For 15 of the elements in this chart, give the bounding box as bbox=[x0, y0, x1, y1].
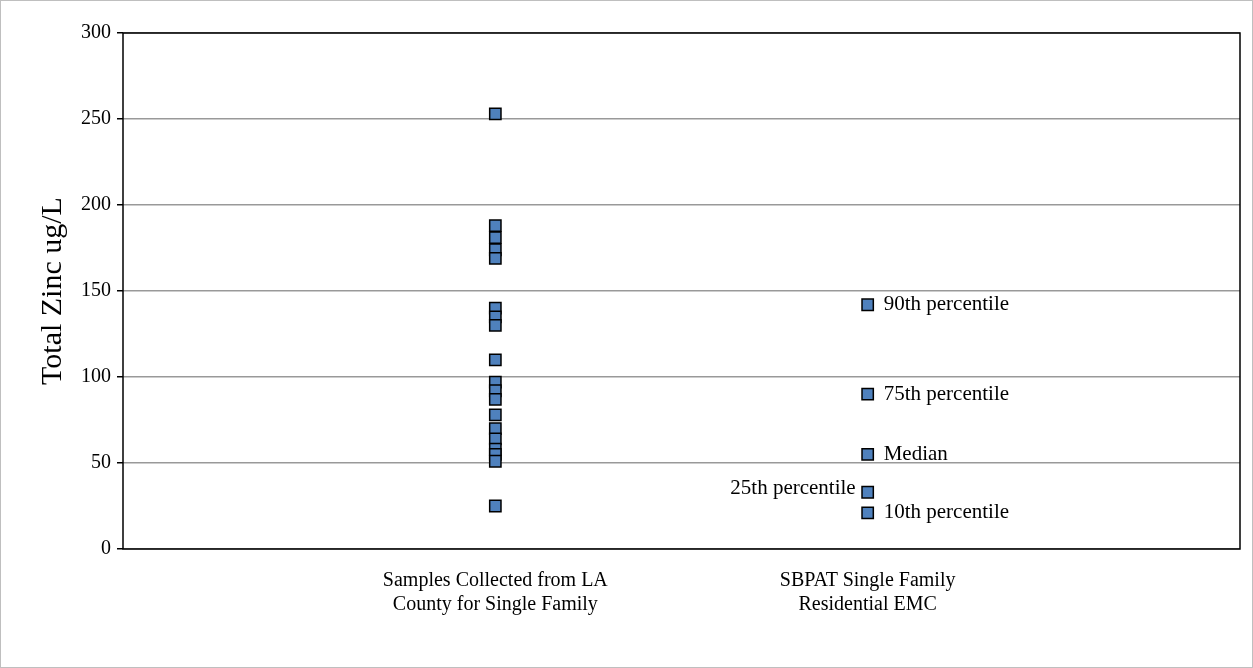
annotation: 75th percentile bbox=[883, 380, 1010, 405]
y-tick-label: 200 bbox=[81, 192, 111, 215]
x-tick-label: Samples Collected from LA County for Single Family bbox=[382, 568, 609, 616]
x-tick-label: SBPAT Single Family Residential EMC bbox=[779, 568, 956, 615]
y-tick-label: 100 bbox=[81, 364, 111, 387]
annotation: 25th percentile bbox=[730, 474, 856, 499]
annotation: 90th percentile bbox=[883, 291, 1010, 316]
y-axis-title: Total Zinc ug/L bbox=[33, 197, 67, 385]
y-tick-label: 0 bbox=[101, 536, 111, 559]
y-tick-label: 300 bbox=[81, 20, 111, 43]
y-tick-label: 50 bbox=[91, 450, 111, 473]
annotation: Median bbox=[883, 440, 949, 465]
y-tick-label: 250 bbox=[81, 106, 111, 129]
y-tick-label: 150 bbox=[81, 278, 111, 301]
annotation: 10th percentile bbox=[883, 499, 1010, 524]
